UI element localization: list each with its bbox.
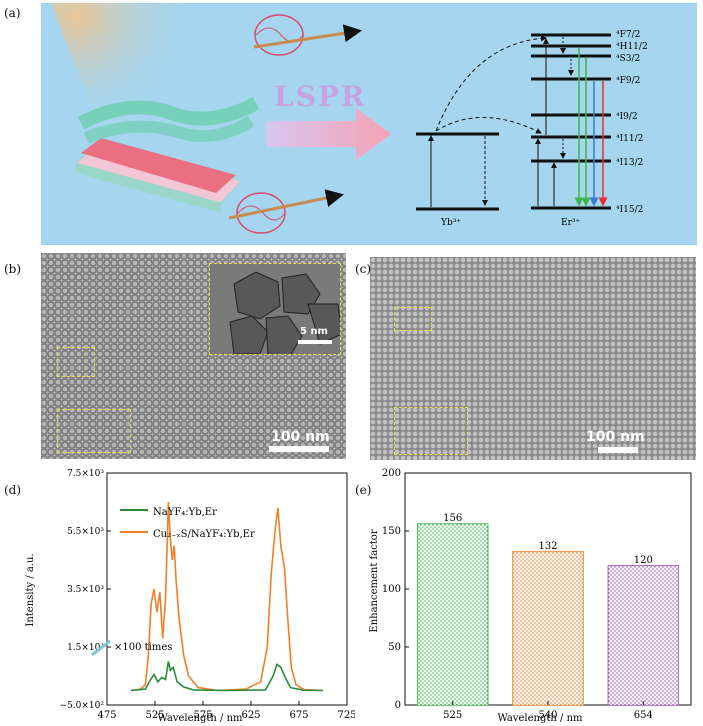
- yb-label: Yb³⁺: [440, 218, 461, 228]
- y-tick-label: 0: [395, 700, 401, 711]
- zoom-region: [57, 347, 95, 377]
- x-tick-label: 525: [443, 710, 462, 721]
- legend-label-2: Cu₂₋ₓS/NaYF₄:Yb,Er: [153, 529, 255, 540]
- light-beam: [51, 3, 181, 133]
- x-tick-label: 675: [289, 710, 308, 721]
- series-line: [130, 661, 324, 692]
- y-tick-label: 200: [382, 468, 401, 479]
- sem-image-b: 5 nm 100 nm: [41, 253, 346, 459]
- level-label: ⁴S3/2: [616, 54, 640, 64]
- x-tick-label: 525: [145, 710, 164, 721]
- x-tick-label: 625: [241, 710, 260, 721]
- scale-bar: [269, 446, 329, 452]
- bar-value-label: 156: [443, 513, 462, 524]
- x-tick-label: 575: [193, 710, 212, 721]
- bar-value-label: 132: [538, 541, 557, 552]
- panel-label-c: (c): [355, 262, 372, 276]
- level-label: ⁴I13/2: [616, 158, 643, 168]
- y-axis-label: Intensity / a.u.: [25, 553, 36, 626]
- lspr-label: LSPR: [274, 80, 366, 113]
- chart-d: 475 525 575 625 675 725 −5.0×10² 1.5×10³ 3.5×10³…: [25, 469, 355, 724]
- zoom-region: [394, 307, 432, 331]
- chart-e: 0 50 100 150 200 156 525 132 540 120 654 Wavelengt…: [369, 468, 692, 724]
- wave-top-icon: [253, 14, 362, 56]
- bar-hatch: [513, 551, 583, 705]
- er-label: Er³⁺: [561, 218, 580, 228]
- y-tick-label: 3.5×10³: [67, 585, 104, 595]
- scale-bar: [598, 447, 638, 453]
- annotation: ×100 times: [114, 642, 172, 653]
- cus-layer: [81, 138, 236, 193]
- inset-scale-label: 5 nm: [300, 326, 328, 337]
- energy-diagram: LSPR Yb³⁺ Er³⁺ ⁴F7/2: [51, 3, 648, 234]
- panel-label-e: (e): [355, 483, 372, 497]
- y-tick-label: 1.5×10³: [67, 643, 104, 653]
- panel-a-schematic: LSPR Yb³⁺ Er³⁺ ⁴F7/2: [41, 3, 697, 245]
- annotation-arrow: [91, 639, 111, 657]
- x-axis-label: Wavelength / nm: [497, 713, 583, 724]
- y-tick-label: −5.0×10²: [60, 701, 105, 711]
- level-label: ⁴I11/2: [616, 134, 643, 144]
- x-tick-label: 654: [634, 710, 653, 721]
- scale-label: 100 nm: [271, 429, 330, 445]
- y-tick-label: 100: [382, 584, 401, 595]
- y-tick-label: 50: [388, 642, 401, 653]
- legend-label-1: NaYF₄:Yb,Er: [153, 507, 217, 518]
- zoom-inset: [394, 407, 468, 455]
- wave-bottom-icon: [228, 189, 344, 234]
- bar-value-label: 120: [634, 555, 653, 566]
- inset-scale-bar: [298, 340, 332, 344]
- plot-frame: [106, 472, 348, 706]
- level-label: ⁴I15/2: [616, 205, 643, 215]
- bar-hatch: [608, 565, 679, 705]
- nanoparticle-film: [77, 96, 260, 130]
- sem-image-c: 100 nm: [370, 257, 696, 460]
- series-line: [130, 501, 324, 692]
- level-label: ⁴I9/2: [616, 112, 638, 122]
- level-label: ⁴F7/2: [616, 30, 640, 40]
- tem-inset: 5 nm: [209, 263, 341, 355]
- panel-label-b: (b): [4, 262, 22, 276]
- zoom-inset: [57, 409, 131, 453]
- level-label: ⁴H11/2: [616, 42, 648, 52]
- y-tick-label: 5.5×10³: [67, 527, 104, 537]
- x-tick-label: 540: [538, 710, 557, 721]
- y-axis-label: Enhancement factor: [369, 529, 380, 632]
- x-tick-label: 725: [337, 710, 355, 721]
- x-tick-label: 475: [97, 710, 116, 721]
- level-label: ⁴F9/2: [616, 76, 640, 86]
- panel-label-a: (a): [4, 6, 21, 20]
- er-levels: [531, 33, 611, 210]
- bar-hatch: [417, 524, 488, 705]
- x-axis-label: Wavelength / nm: [157, 713, 243, 724]
- panel-label-d: (d): [4, 483, 22, 497]
- y-tick-label: 150: [382, 526, 401, 537]
- scale-label: 100 nm: [586, 429, 645, 445]
- lspr-arrow: [266, 108, 391, 160]
- y-tick-label: 7.5×10³: [67, 469, 104, 479]
